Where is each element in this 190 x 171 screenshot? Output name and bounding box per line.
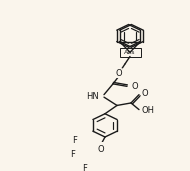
Text: OH: OH: [141, 106, 154, 115]
FancyBboxPatch shape: [120, 48, 140, 57]
Text: HN: HN: [86, 92, 99, 101]
Text: F: F: [72, 136, 77, 145]
Text: O: O: [98, 145, 104, 154]
Text: Abs: Abs: [124, 50, 136, 55]
Text: O: O: [141, 89, 148, 98]
Text: O: O: [116, 69, 122, 78]
Text: F: F: [83, 164, 87, 171]
Text: O: O: [131, 82, 138, 91]
Text: F: F: [70, 150, 75, 159]
